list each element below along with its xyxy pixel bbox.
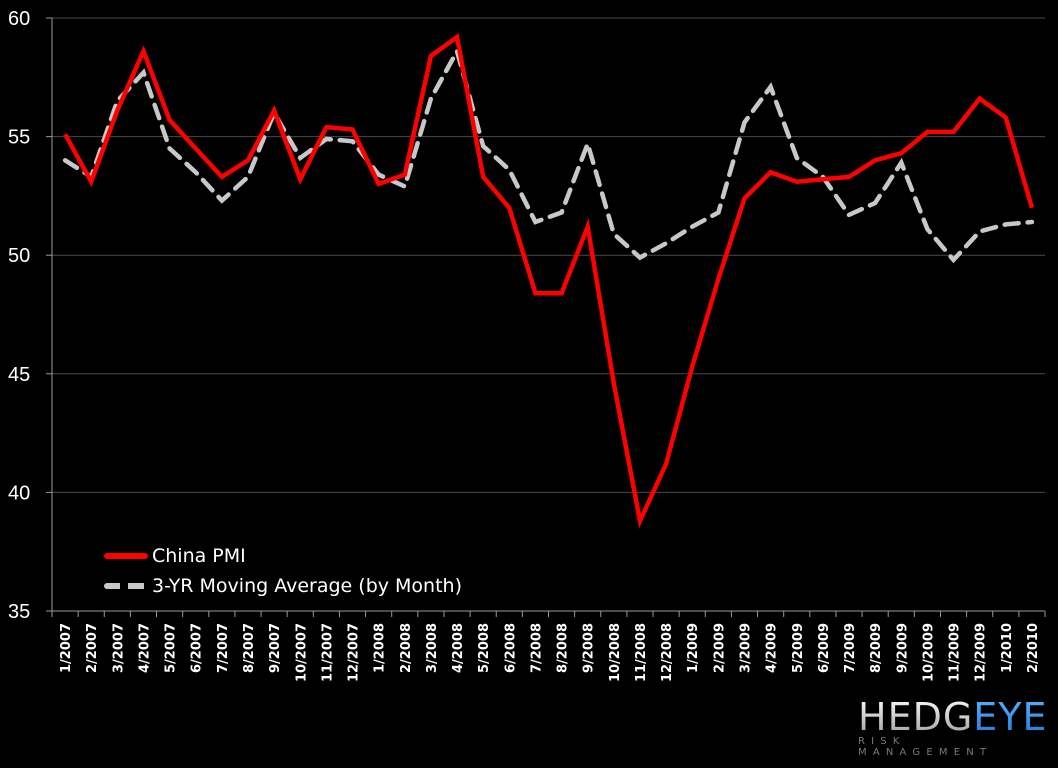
gridlines [52, 17, 1045, 493]
x-tick-label: 10/2008 [608, 623, 623, 682]
legend-item-moving-average: 3-YR Moving Average (by Month) [104, 571, 462, 601]
legend-label: China PMI [152, 545, 246, 567]
x-tick-label: 3/2008 [425, 623, 440, 673]
y-tick-label: 60 [8, 8, 30, 30]
x-tick-label: 9/2007 [268, 623, 283, 673]
x-tick-label: 1/2009 [686, 623, 701, 673]
logo-wordmark: HEDGEYE [858, 695, 1048, 739]
x-axis: 1/2007 2/2007 3/2007 4/2007 5/2007 6/2007 7/20… [51, 610, 1046, 682]
y-tick-label: 40 [8, 482, 30, 504]
x-tick-label: 6/2007 [190, 623, 205, 673]
x-tick-label: 3/2007 [111, 623, 126, 673]
x-tick-label: 7/2007 [216, 623, 231, 673]
logo-tagline: RISK MANAGEMENT [858, 736, 993, 758]
x-tick-label: 2/2007 [85, 623, 100, 673]
x-tick-label: 6/2009 [817, 623, 832, 673]
x-tick-label: 1/2008 [373, 623, 388, 673]
x-tick-label: 2/2010 [1026, 623, 1041, 673]
x-tick-label: 1/2007 [59, 623, 74, 673]
x-tick-label: 5/2007 [164, 623, 179, 673]
y-tick-label: 50 [8, 245, 30, 267]
moving-average-line [62, 45, 1035, 264]
x-tick-label: 11/2009 [948, 623, 963, 682]
solid-red-line-icon [104, 553, 148, 559]
x-tick-label: 11/2008 [634, 623, 649, 682]
x-tick-label: 1/2010 [1000, 623, 1015, 673]
y-tick-label: 45 [8, 364, 30, 386]
x-tick-label: 10/2009 [921, 623, 936, 682]
x-tick-label: 5/2009 [791, 623, 806, 673]
x-tick-label: 12/2008 [660, 623, 675, 682]
legend-label: 3-YR Moving Average (by Month) [152, 575, 463, 597]
x-tick-label: 4/2008 [451, 623, 466, 673]
x-tick-label: 11/2007 [320, 623, 335, 682]
x-tick-label: 2/2009 [712, 623, 727, 673]
x-tick-label: 9/2008 [582, 623, 597, 673]
x-tick-label: 6/2008 [503, 623, 518, 673]
x-tick-label: 8/2008 [556, 623, 571, 673]
y-tick-label: 55 [8, 127, 30, 149]
x-tick-label: 4/2007 [137, 623, 152, 673]
x-tick-label: 12/2007 [347, 623, 362, 682]
x-tick-label: 8/2007 [242, 623, 257, 673]
x-tick-label: 9/2009 [895, 623, 910, 673]
hedgeye-logo: HEDGEYE RISK MANAGEMENT [858, 695, 1048, 758]
y-axis: 35 40 45 50 55 60 [8, 8, 53, 623]
x-tick-label: 2/2008 [399, 623, 414, 673]
chart-legend: China PMI 3-YR Moving Average (by Month) [104, 541, 462, 601]
x-tick-label: 5/2008 [477, 623, 492, 673]
x-tick-label: 7/2009 [843, 623, 858, 673]
china-pmi-line [63, 33, 1035, 529]
x-tick-label: 7/2008 [529, 623, 544, 673]
legend-item-china-pmi: China PMI [104, 541, 462, 571]
x-tick-label: 12/2009 [974, 623, 989, 682]
dashed-grey-line-icon [104, 583, 148, 589]
x-tick-label: 8/2009 [869, 623, 884, 673]
x-tick-label: 4/2009 [765, 623, 780, 673]
x-tick-label: 3/2009 [738, 623, 753, 673]
plot-series [62, 33, 1035, 529]
x-tick-label: 10/2007 [294, 623, 309, 682]
y-tick-label: 35 [8, 601, 30, 623]
